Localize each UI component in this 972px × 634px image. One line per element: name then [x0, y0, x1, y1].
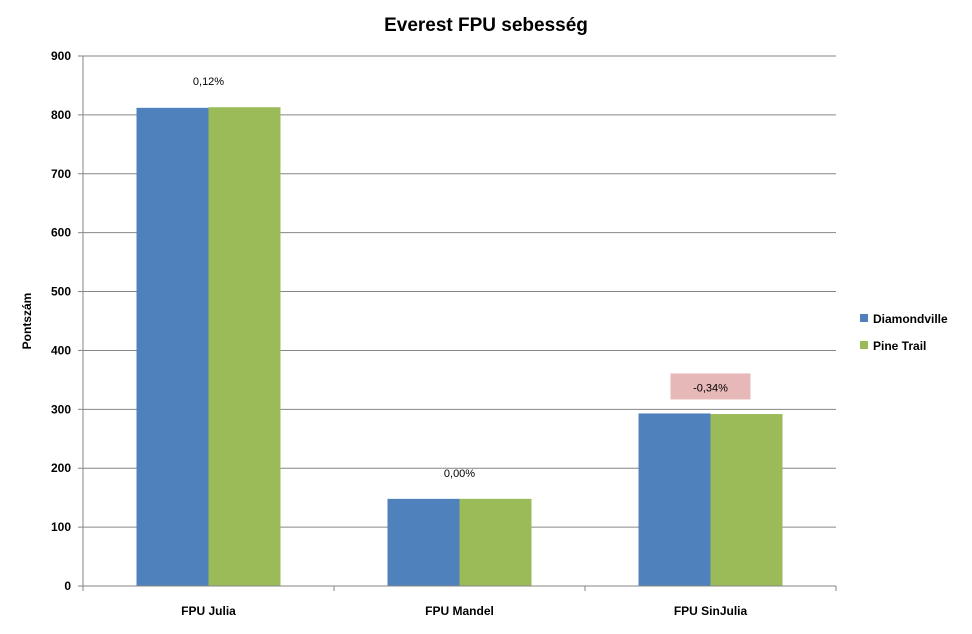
bars	[136, 107, 783, 587]
bar-diamondville	[387, 498, 460, 586]
y-tick-label: 0	[64, 579, 71, 593]
annotation-label: 0,00%	[444, 468, 475, 480]
bar-diamondville	[638, 413, 711, 586]
annotation-highlight	[670, 373, 751, 400]
legend-label: Pine Trail	[873, 339, 926, 353]
bar-pine-trail	[459, 498, 532, 586]
y-tick-label: 400	[51, 343, 71, 357]
bar-pine-trail	[710, 414, 783, 586]
legend-swatch	[860, 341, 868, 349]
axes	[82, 56, 837, 591]
legend-label: Diamondville	[873, 312, 948, 326]
y-tick-label: 600	[51, 226, 71, 240]
legend-swatch	[860, 314, 868, 322]
y-axis-label: Pontszám	[20, 293, 34, 350]
y-tick-label: 200	[51, 461, 71, 475]
y-tick-label: 100	[51, 520, 71, 534]
chart-title: Everest FPU sebesség	[384, 15, 588, 36]
annotation-label: -0,34%	[693, 382, 728, 394]
y-tick-label: 900	[51, 49, 71, 63]
legend: Diamondville Pine Trail	[860, 312, 948, 353]
y-tick-label: 800	[51, 108, 71, 122]
y-tick-label: 700	[51, 167, 71, 181]
bar-diamondville	[136, 107, 209, 587]
annotations: 0,12% 0,00% -0,34%	[193, 76, 751, 480]
y-tick-labels: 0 100 200 300 400 500 600 700 800 900	[51, 49, 71, 593]
bar-pine-trail	[208, 107, 281, 586]
x-category-label: FPU Julia	[181, 604, 236, 618]
y-tick-label: 500	[51, 285, 71, 299]
x-category-label: FPU Mandel	[425, 604, 494, 618]
x-category-labels: FPU Julia FPU Mandel FPU SinJulia	[181, 604, 747, 618]
x-category-label: FPU SinJulia	[674, 604, 748, 618]
y-tick-label: 300	[51, 402, 71, 416]
annotation-label: 0,12%	[193, 76, 224, 88]
